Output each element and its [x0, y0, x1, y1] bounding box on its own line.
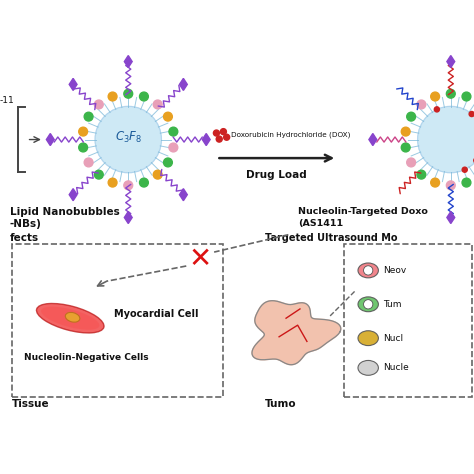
Circle shape [401, 127, 410, 136]
FancyBboxPatch shape [344, 244, 472, 397]
Circle shape [169, 127, 178, 136]
Polygon shape [180, 189, 187, 201]
Circle shape [462, 178, 471, 187]
Circle shape [108, 178, 117, 187]
Circle shape [407, 158, 416, 167]
Text: Drug Load: Drug Load [246, 170, 307, 180]
Circle shape [79, 143, 88, 152]
Circle shape [95, 106, 161, 173]
Circle shape [220, 128, 227, 135]
Circle shape [407, 112, 416, 121]
Circle shape [84, 158, 93, 167]
Circle shape [469, 111, 474, 117]
Polygon shape [447, 55, 455, 68]
Circle shape [153, 170, 162, 179]
Circle shape [401, 143, 410, 152]
Circle shape [364, 266, 373, 275]
Text: Tumo: Tumo [265, 400, 297, 410]
Circle shape [216, 136, 222, 142]
Ellipse shape [36, 303, 104, 333]
Circle shape [447, 89, 455, 98]
Ellipse shape [358, 360, 378, 375]
Circle shape [153, 100, 162, 109]
Text: Doxorubicin Hydrochloride (DOX): Doxorubicin Hydrochloride (DOX) [231, 132, 351, 138]
Circle shape [124, 89, 133, 98]
Text: Tissue: Tissue [12, 400, 50, 410]
Text: Nucle: Nucle [383, 364, 409, 373]
FancyBboxPatch shape [12, 244, 223, 397]
Circle shape [164, 112, 173, 121]
Polygon shape [180, 78, 187, 91]
Circle shape [224, 134, 230, 140]
Text: $C_3F_8$: $C_3F_8$ [115, 130, 142, 145]
Circle shape [139, 92, 148, 101]
Circle shape [418, 106, 474, 173]
Ellipse shape [41, 307, 100, 330]
Ellipse shape [358, 263, 378, 278]
Text: Myocardial Cell: Myocardial Cell [114, 309, 199, 319]
Text: ✕: ✕ [189, 245, 212, 273]
Circle shape [434, 107, 439, 112]
Circle shape [447, 181, 455, 190]
Ellipse shape [358, 297, 378, 312]
Circle shape [364, 300, 373, 309]
Polygon shape [447, 211, 455, 224]
Polygon shape [369, 134, 377, 146]
Circle shape [213, 130, 219, 136]
Polygon shape [252, 301, 341, 365]
Circle shape [124, 181, 133, 190]
Text: Lipid Nanobubbles: Lipid Nanobubbles [10, 207, 119, 217]
Text: -11: -11 [0, 96, 15, 105]
Polygon shape [202, 134, 210, 146]
Text: Targeted Ultrasound Mo: Targeted Ultrasound Mo [265, 233, 398, 243]
Text: -NBs): -NBs) [10, 219, 42, 229]
Circle shape [84, 112, 93, 121]
Circle shape [139, 178, 148, 187]
Text: fects: fects [10, 233, 39, 243]
Polygon shape [124, 55, 132, 68]
Text: Nucleolin-Negative Cells: Nucleolin-Negative Cells [24, 353, 148, 362]
Circle shape [164, 158, 173, 167]
Circle shape [417, 170, 426, 179]
Text: Nucl: Nucl [383, 334, 404, 343]
Polygon shape [46, 134, 54, 146]
Polygon shape [69, 78, 77, 91]
Circle shape [94, 170, 103, 179]
Polygon shape [69, 189, 77, 201]
Text: Neov: Neov [383, 266, 407, 275]
Circle shape [462, 92, 471, 101]
Circle shape [462, 167, 467, 172]
Ellipse shape [358, 331, 378, 346]
Circle shape [417, 100, 426, 109]
Text: (AS1411: (AS1411 [298, 219, 343, 228]
Text: Nucleolin-Targeted Doxo: Nucleolin-Targeted Doxo [298, 207, 428, 216]
Circle shape [79, 127, 88, 136]
Circle shape [94, 100, 103, 109]
Circle shape [108, 92, 117, 101]
Ellipse shape [65, 312, 80, 322]
Text: Tum: Tum [383, 300, 402, 309]
Circle shape [431, 178, 439, 187]
Circle shape [431, 92, 439, 101]
Circle shape [169, 143, 178, 152]
Polygon shape [124, 211, 132, 224]
